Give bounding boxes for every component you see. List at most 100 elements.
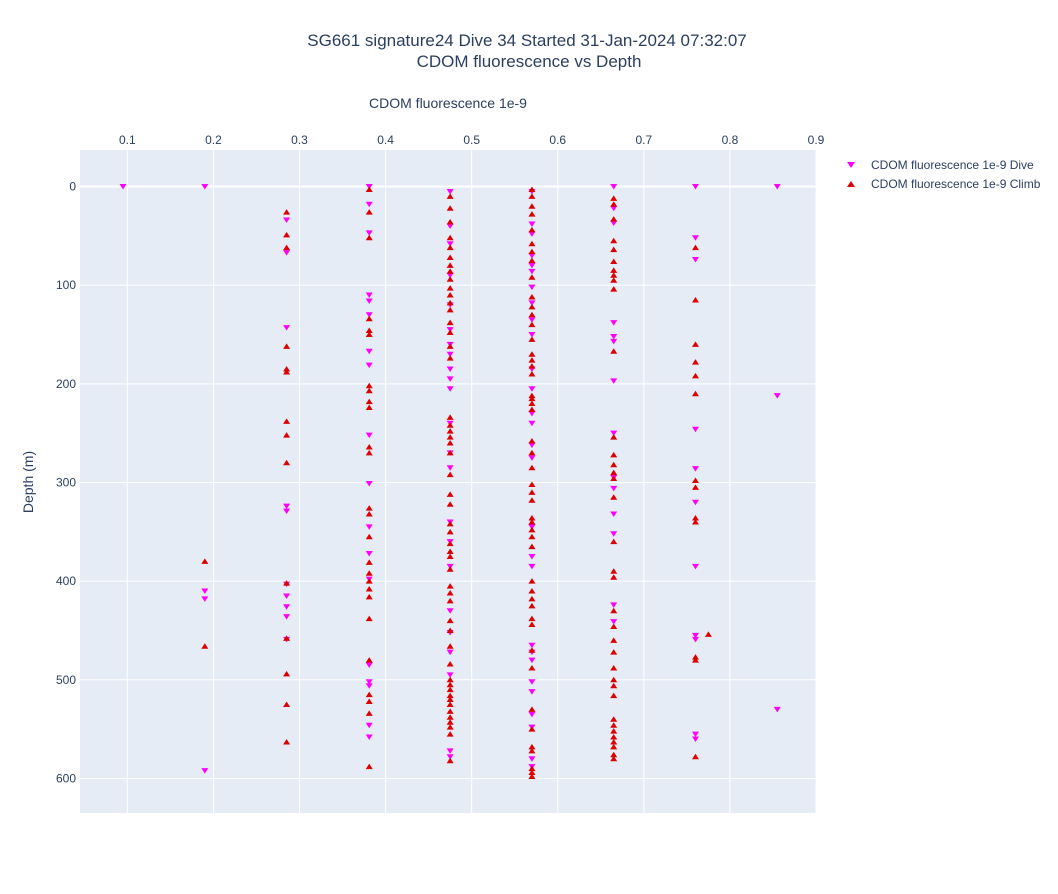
x-axis-title: CDOM fluorescence 1e-9	[369, 95, 527, 111]
dive-point	[528, 642, 536, 649]
climb-point	[528, 647, 536, 653]
dive-point	[446, 608, 454, 614]
climb-point	[446, 276, 454, 282]
dive-point	[610, 184, 618, 190]
climb-point	[528, 769, 536, 776]
legend-dive-marker	[847, 162, 855, 168]
climb-point	[528, 615, 536, 622]
climb-point	[610, 738, 618, 745]
climb-point	[446, 449, 454, 456]
climb-point	[446, 681, 454, 688]
dive-point	[365, 348, 373, 355]
dive-point	[283, 593, 291, 599]
climb-point	[610, 237, 618, 244]
climb-point	[528, 578, 536, 584]
dive-point	[201, 184, 209, 190]
grid-lines	[80, 150, 817, 813]
dive-point	[365, 722, 373, 729]
climb-point	[365, 511, 373, 517]
climb-point	[446, 262, 454, 268]
climb-point	[365, 657, 373, 663]
climb-point	[528, 203, 536, 209]
climb-point	[446, 731, 454, 737]
dive-point	[283, 614, 291, 620]
climb-point	[365, 315, 373, 322]
climb-point	[610, 734, 618, 740]
climb-point	[446, 528, 454, 535]
climb-point	[610, 494, 618, 500]
climb-point	[446, 696, 454, 703]
climb-point	[610, 451, 618, 458]
climb-point	[283, 701, 291, 707]
dive-point	[610, 619, 618, 625]
dive-point	[610, 333, 618, 340]
climb-point	[610, 692, 618, 699]
climb-point	[610, 574, 618, 580]
dive-point	[610, 220, 618, 227]
dive-point	[773, 184, 781, 190]
climb-point	[365, 570, 373, 576]
climb-point	[446, 205, 454, 211]
climb-point	[365, 382, 373, 389]
climb-point	[365, 449, 373, 456]
legend-item-dive[interactable]: CDOM fluorescence 1e-9 Dive	[847, 158, 1034, 172]
climb-point	[528, 392, 536, 399]
dive-point	[610, 338, 618, 345]
dive-point	[528, 756, 536, 762]
climb-point	[691, 390, 699, 397]
climb-point	[446, 292, 454, 298]
climb-point	[528, 533, 536, 540]
climb-point	[610, 286, 618, 292]
climb-point	[446, 597, 454, 604]
dive-point	[283, 604, 291, 610]
dive-point	[528, 284, 536, 291]
legend[interactable]: CDOM fluorescence 1e-9 Dive CDOM fluores…	[847, 158, 1041, 191]
dive-point	[691, 466, 699, 472]
y-tick-label: 600	[56, 771, 76, 785]
climb-point	[610, 461, 618, 468]
climb-point	[365, 698, 373, 705]
dive-point	[528, 679, 536, 685]
dive-point	[610, 430, 618, 437]
climb-point	[446, 193, 454, 199]
x-tick-label: 0.9	[808, 133, 825, 147]
dive-point	[446, 748, 454, 754]
climb-point	[528, 449, 536, 456]
dive-point	[528, 442, 536, 448]
dive-point	[528, 331, 536, 338]
climb-point	[283, 738, 291, 745]
dive-point	[610, 205, 618, 212]
dive-point	[691, 736, 699, 743]
climb-point	[610, 568, 618, 574]
x-tick-label: 0.1	[119, 133, 136, 147]
climb-point	[528, 743, 536, 750]
dive-point	[365, 679, 373, 685]
dive-point	[365, 524, 373, 530]
climb-point	[446, 440, 454, 446]
climb-point	[446, 757, 454, 764]
legend-item-climb[interactable]: CDOM fluorescence 1e-9 Climb	[847, 177, 1041, 191]
climb-point	[528, 765, 536, 772]
climb-point	[528, 336, 536, 342]
dive-point	[528, 420, 536, 427]
climb-point	[528, 226, 536, 233]
climb-point	[610, 676, 618, 683]
climb-point	[528, 747, 536, 754]
dive-point	[119, 184, 127, 190]
y-tick-label: 100	[56, 278, 76, 292]
climb-point	[446, 708, 454, 714]
climb-point	[446, 643, 454, 649]
climb-point	[528, 464, 536, 471]
climb-point	[528, 211, 536, 217]
climb-point	[446, 428, 454, 434]
climb-point	[446, 254, 454, 261]
climb-point	[446, 306, 454, 313]
climb-point	[528, 526, 536, 533]
climb-point	[528, 621, 536, 628]
dive-point	[528, 563, 536, 570]
climb-point	[446, 583, 454, 589]
dive-point	[610, 602, 618, 608]
dive-point	[201, 588, 209, 595]
climb-point	[446, 724, 454, 730]
